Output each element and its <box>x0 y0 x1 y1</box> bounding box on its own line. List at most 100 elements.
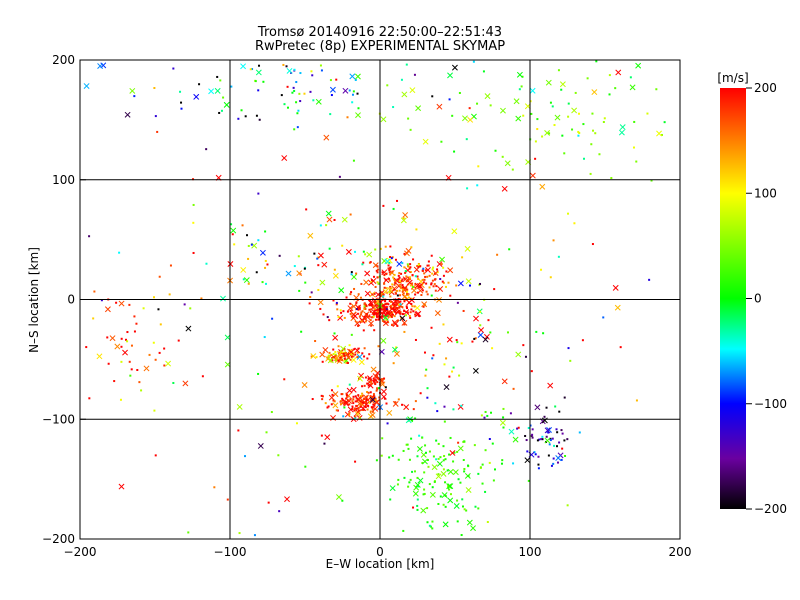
data-point <box>370 380 373 383</box>
data-point <box>484 410 487 413</box>
data-point <box>394 308 397 311</box>
data-point <box>340 359 343 362</box>
data-point <box>447 281 450 284</box>
data-point <box>432 354 435 357</box>
data-point <box>337 345 340 348</box>
data-point <box>370 382 373 385</box>
data-point <box>392 307 395 310</box>
data-point-cross <box>284 496 290 503</box>
data-point <box>418 434 421 437</box>
data-point-cross <box>478 327 485 334</box>
data-point <box>230 85 233 88</box>
data-point-cross <box>541 417 548 424</box>
data-point <box>119 398 122 401</box>
data-point <box>278 254 281 257</box>
data-point <box>327 354 330 357</box>
data-point <box>502 407 505 410</box>
data-point <box>405 305 408 308</box>
data-point <box>380 378 383 381</box>
data-point <box>451 114 454 117</box>
data-point <box>502 426 505 429</box>
data-point <box>222 96 225 99</box>
data-point-cross <box>357 395 364 402</box>
data-point <box>333 400 336 403</box>
data-point <box>529 100 532 103</box>
data-point-cross <box>405 417 412 424</box>
data-point-cross <box>555 455 562 461</box>
data-point <box>373 311 376 314</box>
data-point <box>192 221 195 224</box>
data-point <box>226 498 229 501</box>
data-point <box>560 429 563 432</box>
data-point-cross <box>457 280 464 287</box>
data-point <box>388 291 391 294</box>
data-point <box>458 91 461 94</box>
data-point <box>421 278 424 281</box>
data-point <box>448 453 451 456</box>
data-point <box>343 359 346 362</box>
data-point <box>561 447 564 450</box>
data-point-cross <box>591 89 598 96</box>
data-point <box>385 314 388 317</box>
data-point <box>551 437 554 440</box>
data-point <box>397 278 400 281</box>
data-point <box>345 392 348 395</box>
data-point <box>457 478 460 481</box>
data-point <box>373 305 376 308</box>
data-point <box>542 332 545 335</box>
data-point <box>439 278 442 281</box>
data-point <box>456 520 459 523</box>
data-point <box>138 381 141 384</box>
data-point-cross <box>618 129 625 136</box>
data-point <box>459 481 462 484</box>
data-point <box>428 450 431 453</box>
data-point <box>247 244 250 247</box>
data-point-cross <box>384 258 391 265</box>
data-point <box>379 247 382 250</box>
data-point <box>355 302 358 305</box>
data-point <box>530 370 533 373</box>
data-point <box>359 395 362 398</box>
data-point-cross <box>326 216 333 223</box>
data-point <box>388 271 391 274</box>
data-point <box>434 402 437 405</box>
data-point <box>424 275 427 278</box>
data-point-cross <box>372 405 379 412</box>
colorbar-label: [m/s] <box>717 71 748 85</box>
data-point <box>416 498 419 501</box>
data-point-cross <box>370 366 377 373</box>
data-point <box>477 472 480 475</box>
data-point <box>390 304 393 307</box>
data-point <box>558 441 561 444</box>
data-point-cross <box>363 401 370 408</box>
data-point <box>345 352 348 355</box>
data-point-cross <box>338 287 345 294</box>
data-point <box>445 357 448 360</box>
data-point <box>372 403 375 406</box>
data-point-cross <box>435 473 442 480</box>
data-point <box>357 312 360 315</box>
data-point <box>472 60 475 63</box>
data-point <box>390 257 393 260</box>
data-point <box>493 288 496 291</box>
data-point <box>394 291 397 294</box>
data-point-cross <box>415 105 422 112</box>
data-point <box>339 403 342 406</box>
data-point-cross <box>317 299 324 306</box>
data-point-cross <box>452 469 459 476</box>
data-point <box>320 394 323 397</box>
data-point <box>401 313 404 316</box>
data-point <box>213 486 216 489</box>
data-point <box>317 264 320 267</box>
data-point <box>298 92 301 95</box>
data-point <box>423 492 426 495</box>
data-point-cross <box>97 63 104 69</box>
data-point <box>383 308 386 311</box>
data-point-cross <box>321 261 328 268</box>
data-point <box>428 274 431 277</box>
data-point <box>383 282 386 285</box>
data-point <box>406 311 409 314</box>
data-point <box>396 294 399 297</box>
data-point <box>484 490 487 493</box>
data-point <box>355 301 358 304</box>
